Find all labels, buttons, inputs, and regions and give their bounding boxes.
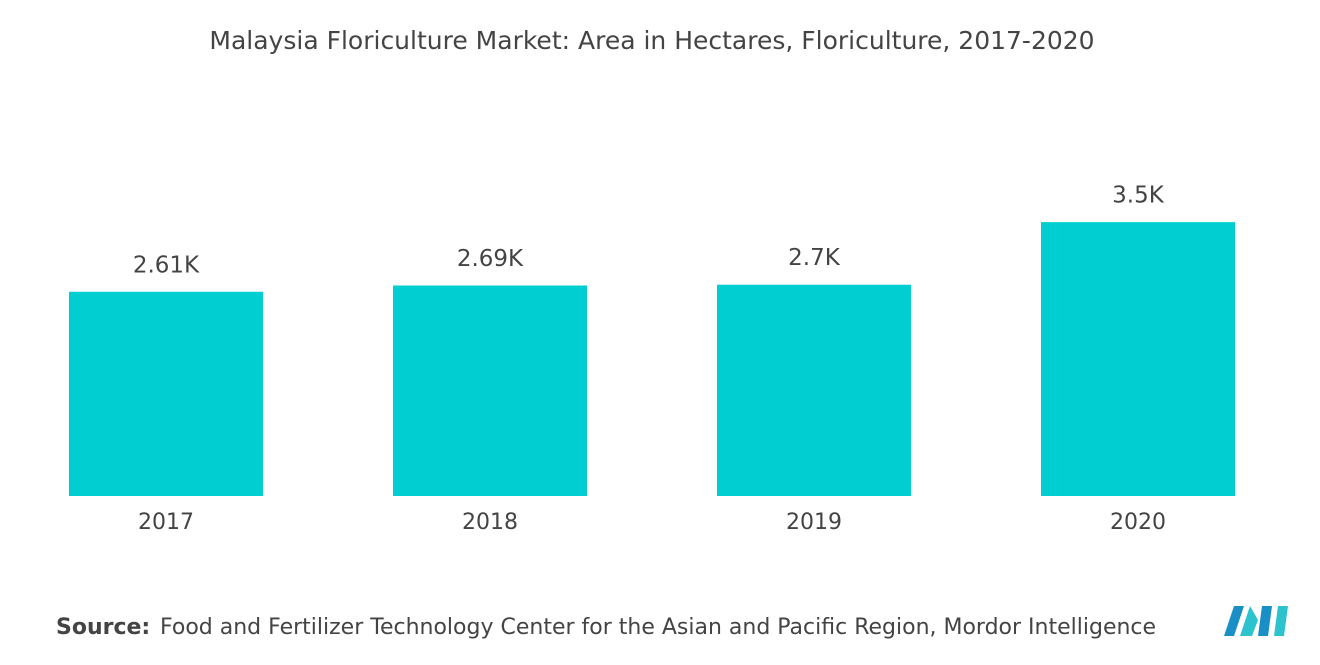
bar [69,291,263,496]
value-label: 2.61K [133,252,200,278]
bar [393,285,587,496]
bar [717,284,911,496]
source-label: Source: [56,615,150,640]
chart-title: Malaysia Floriculture Market: Area in He… [209,26,1094,55]
x-tick-label: 2018 [462,510,518,535]
value-label: 2.7K [788,245,841,271]
value-label: 2.69K [457,246,524,272]
x-tick-label: 2020 [1110,510,1166,535]
x-tick-label: 2017 [138,510,194,535]
source-text: Food and Fertilizer Technology Center fo… [160,615,1156,640]
bar [1041,222,1235,496]
value-label: 3.5K [1112,183,1165,209]
x-tick-label: 2019 [786,510,842,535]
logo [1224,606,1288,636]
